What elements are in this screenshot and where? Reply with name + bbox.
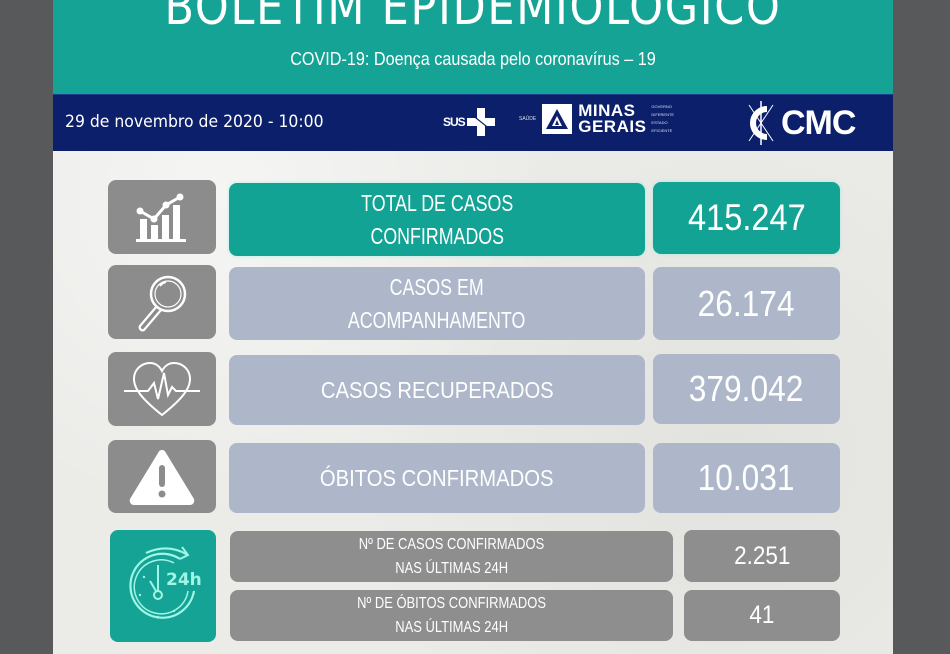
label-line-2: ACOMPANHAMENTO [348, 306, 526, 333]
sus-cross-icon [466, 108, 495, 136]
tagline-3: ESTADO [651, 120, 668, 125]
label-line-1: Nº DE ÓBITOS CONFIRMADOS [357, 594, 546, 612]
minas-gerais-emblem-icon [542, 104, 573, 134]
clock-24h-icon: 24h [129, 546, 202, 619]
minas-gerais-wordmark: MINAS GERAIS [578, 101, 647, 136]
chart-growth-icon [136, 193, 186, 242]
sus-logo-text: SUS [443, 115, 466, 129]
cases-24h-value: 2.251 [684, 530, 840, 582]
magnifier-icon [138, 275, 187, 332]
page-title: BOLETIM EPIDEMIOLÓGICO [164, 0, 782, 36]
tagline-1: GOVERNO [651, 104, 672, 109]
active-cases-value: 26.174 [653, 267, 840, 340]
saude-label: SAÚDE [519, 116, 537, 122]
header-banner: BOLETIM EPIDEMIOLÓGICO COVID-19: Doença … [53, 0, 893, 94]
label-line-1: ÓBITOS CONFIRMADOS [320, 464, 554, 491]
total-cases-value: 415.247 [653, 182, 840, 254]
deaths-label: ÓBITOS CONFIRMADOS [229, 443, 645, 513]
tagline-4: EFICIENTE [651, 128, 673, 133]
label-line-2: CONFIRMADOS [370, 222, 504, 249]
total-cases-label: TOTAL DE CASOS CONFIRMADOS [229, 183, 645, 256]
gerais-text: GERAIS [578, 117, 647, 136]
value-text: 2.251 [733, 541, 791, 570]
stat-icon-box [108, 265, 216, 339]
sus-logo: SUS [443, 107, 495, 137]
label-line-1: TOTAL DE CASOS [360, 189, 514, 216]
active-cases-label: CASOS EM ACOMPANHAMENTO [229, 267, 645, 340]
info-band: 29 de novembro de 2020 - 10:00 SUS SAÚDE… [53, 94, 893, 151]
heart-pulse-icon [124, 361, 200, 417]
warning-icon [129, 449, 195, 505]
value-text: 379.042 [689, 368, 804, 409]
value-text: 415.247 [687, 197, 806, 238]
stat-icon-box [108, 440, 216, 513]
last-24h-icon-box: 24h [110, 530, 216, 642]
minas-tagline: GOVERNO DIFERENTE ESTADO EFICIENTE [651, 103, 674, 135]
value-text: 41 [749, 601, 775, 629]
page-subtitle: COVID-19: Doença causada pelo coronavíru… [290, 49, 656, 69]
svg-text:24h: 24h [166, 570, 202, 590]
cmc-text: CMC [781, 103, 856, 142]
label-line-2: NAS ÚLTIMAS 24H [395, 559, 508, 577]
tagline-2: DIFERENTE [651, 112, 675, 117]
cmc-logo: CMC [743, 99, 856, 147]
cases-24h-label: Nº DE CASOS CONFIRMADOS NAS ÚLTIMAS 24H [230, 531, 673, 582]
label-line-1: CASOS EM [389, 273, 485, 300]
minas-gerais-logo: SAÚDE MINAS GERAIS GOVERNO DIFERENTE EST… [519, 101, 674, 136]
deaths-value: 10.031 [653, 443, 840, 513]
label-line-1: Nº DE CASOS CONFIRMADOS [358, 535, 545, 553]
value-text: 10.031 [698, 457, 795, 498]
bulletin-date: 29 de novembro de 2020 - 10:00 [65, 112, 324, 132]
stat-icon-box [108, 180, 216, 254]
minas-text: MINAS [578, 101, 636, 120]
label-line-1: CASOS RECUPERADOS [320, 376, 554, 403]
label-line-2: NAS ÚLTIMAS 24H [395, 618, 508, 636]
stat-icon-box [108, 352, 216, 426]
recovered-value: 379.042 [653, 354, 840, 424]
bulletin-page: BOLETIM EPIDEMIOLÓGICO COVID-19: Doença … [53, 0, 893, 654]
cmc-emblem-icon [748, 101, 774, 145]
value-text: 26.174 [698, 282, 795, 324]
deaths-24h-label: Nº DE ÓBITOS CONFIRMADOS NAS ÚLTIMAS 24H [230, 590, 673, 641]
recovered-label: CASOS RECUPERADOS [229, 355, 645, 425]
deaths-24h-value: 41 [684, 590, 840, 641]
